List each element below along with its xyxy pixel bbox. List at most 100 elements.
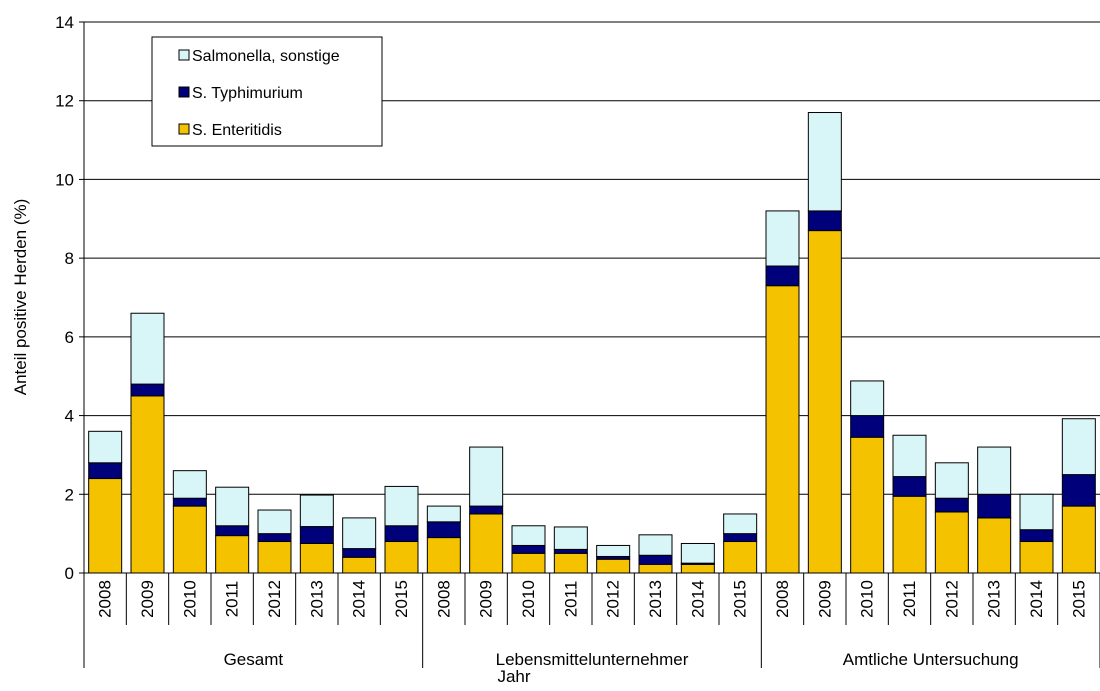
bar-segment [638, 563, 673, 574]
x-tick-label: 2008 [96, 580, 115, 618]
bar-segment [680, 563, 715, 574]
bar-segment [1019, 493, 1054, 531]
x-tick-label: 2014 [350, 580, 369, 618]
legend-label: Salmonella, sonstige [192, 48, 340, 65]
bar-segment [130, 395, 165, 574]
bar-segment [257, 533, 292, 543]
bar-segment [892, 434, 927, 478]
bar-segment [426, 537, 461, 574]
bar-segment [977, 493, 1012, 519]
bar-segment [511, 552, 546, 574]
bar-segment [511, 544, 546, 554]
bar-segment [934, 462, 969, 499]
bar-segment [130, 383, 165, 397]
bar-segment [723, 513, 758, 535]
bar-segment [172, 497, 207, 507]
bar-segment [215, 486, 250, 527]
bar-segment [172, 470, 207, 499]
bar-segment [934, 497, 969, 513]
bar-segment [1019, 541, 1054, 574]
bar-segment [765, 285, 800, 574]
legend-label: S. Typhimurium [192, 85, 303, 102]
bar-segment [807, 230, 842, 574]
x-tick-label: 2013 [985, 580, 1004, 618]
x-tick-label: 2015 [731, 580, 750, 618]
x-tick-label: 2011 [900, 581, 919, 618]
bar-segment [88, 478, 123, 574]
x-tick-label: 2012 [604, 580, 623, 618]
x-tick-label: 2011 [223, 581, 242, 618]
bar-segment [765, 210, 800, 267]
bar-segment [88, 430, 123, 464]
y-tick-label: 14 [55, 13, 74, 32]
x-tick-label: 2014 [688, 580, 707, 618]
bar-segment [807, 112, 842, 212]
bars [88, 112, 1096, 574]
y-tick-label: 0 [65, 564, 74, 583]
x-tick-label: 2009 [477, 580, 496, 618]
x-tick-label: 2013 [646, 580, 665, 618]
bar-segment [596, 558, 631, 574]
bar-segment [850, 380, 885, 417]
bar-segment [850, 415, 885, 438]
bar-segment [1061, 505, 1096, 574]
bar-segment [1061, 474, 1096, 507]
bar-segment [850, 436, 885, 574]
legend-swatch [178, 86, 190, 98]
legend-label: S. Enteritidis [192, 122, 282, 139]
x-tick-label: 2015 [1069, 580, 1088, 618]
bar-segment [215, 525, 250, 537]
bar-segment [638, 554, 673, 565]
y-tick-label: 10 [55, 170, 74, 189]
bar-segment [257, 509, 292, 535]
bar-segment [680, 542, 715, 564]
y-tick-label: 6 [65, 328, 74, 347]
bar-segment [426, 505, 461, 523]
x-tick-label: 2013 [307, 580, 326, 618]
x-tick-label: 2010 [858, 580, 877, 618]
bar-segment [215, 535, 250, 574]
x-tick-label: 2011 [561, 581, 580, 618]
bar-segment [342, 517, 377, 550]
bar-segment [469, 505, 504, 515]
x-axis-title: Jahr [497, 667, 530, 686]
bar-segment [934, 511, 969, 574]
bar-segment [342, 548, 377, 558]
x-tick-label: 2012 [265, 580, 284, 618]
x-tick-label: 2014 [1027, 580, 1046, 618]
bar-segment [342, 556, 377, 574]
axes [79, 21, 1100, 668]
bar-segment [426, 521, 461, 539]
x-tick-label: 2010 [180, 580, 199, 618]
x-tick-label: 2010 [519, 580, 538, 618]
group-label: Lebensmittelunternehmer [496, 650, 689, 669]
y-tick-label: 4 [65, 407, 74, 426]
bar-segment [553, 526, 588, 550]
bar-segment [469, 446, 504, 507]
bar-segment [469, 513, 504, 574]
bar-segment [299, 526, 334, 544]
bar-segment [807, 210, 842, 232]
bar-segment [299, 494, 334, 528]
bar-segment [384, 525, 419, 543]
bar-segment [596, 544, 631, 557]
legend-box [151, 36, 383, 147]
legend-swatch [178, 123, 190, 135]
x-tick-label: 2009 [815, 580, 834, 618]
bar-segment [723, 533, 758, 543]
bar-segment [384, 541, 419, 574]
x-tick-label: 2008 [773, 580, 792, 618]
bar-segment [299, 542, 334, 574]
y-tick-label: 12 [55, 92, 74, 111]
bar-segment [977, 446, 1012, 495]
bar-segment [130, 312, 165, 385]
bar-segment [723, 541, 758, 574]
bar-segment [172, 505, 207, 574]
bar-segment [88, 462, 123, 480]
bar-segment [257, 541, 292, 574]
bar-segment [638, 534, 673, 556]
bar-segment [553, 548, 588, 554]
bar-segment [765, 265, 800, 287]
